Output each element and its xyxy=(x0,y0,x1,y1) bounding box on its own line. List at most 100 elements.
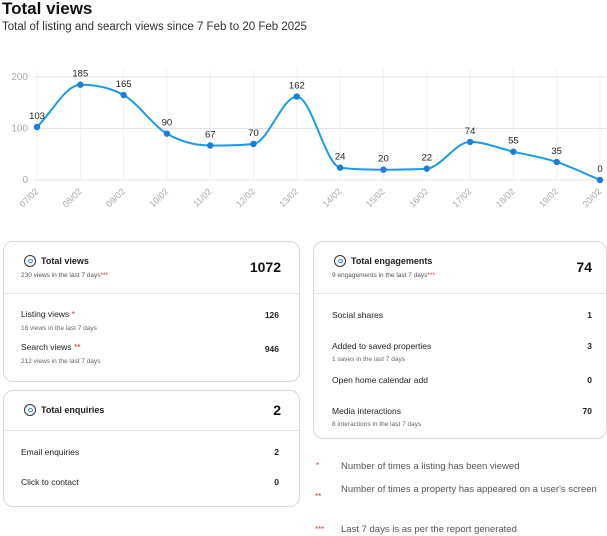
card-title: Total enquiries xyxy=(41,405,105,415)
card-total: 2 xyxy=(273,402,281,418)
card-total: 1072 xyxy=(249,259,281,275)
click-to-contact-value: 0 xyxy=(274,477,279,487)
calendar-add-value: 0 xyxy=(587,375,592,385)
search-views-sub: 212 views in the last 7 days xyxy=(21,358,101,365)
data-point xyxy=(250,140,257,148)
data-point xyxy=(380,166,387,173)
saved-properties-label: Added to saved properties xyxy=(332,341,432,351)
total-enquiries-card: Total enquiries 2 Email enquiries 2 Clic… xyxy=(3,390,300,507)
data-label: 70 xyxy=(248,128,259,139)
row-label-text: Search views xyxy=(21,342,72,352)
data-label: 24 xyxy=(335,152,346,163)
calendar-add-label: Open home calendar add xyxy=(332,375,428,385)
footnote-3-stars: *** xyxy=(315,525,325,534)
listing-views-value: 126 xyxy=(264,310,279,320)
data-point xyxy=(77,81,84,88)
email-enquiries-label: Email enquiries xyxy=(21,447,80,457)
x-tick-label: 12/02 xyxy=(234,186,257,209)
x-tick-label: 11/02 xyxy=(191,186,214,209)
card-title: Total engagements xyxy=(351,256,433,266)
chat-bubble-icon xyxy=(24,404,36,416)
media-interactions-label: Media interactions xyxy=(332,406,401,416)
stars: * xyxy=(71,309,75,319)
saved-properties-sub: 1 saves in the last 7 days xyxy=(332,356,405,363)
search-views-value: 946 xyxy=(264,344,279,354)
data-label: 185 xyxy=(72,69,88,80)
stars: ** xyxy=(73,342,81,352)
views-line-chart: 010020010307/0218508/0216509/029010/0267… xyxy=(11,69,607,209)
data-point xyxy=(207,142,214,149)
x-tick-label: 13/02 xyxy=(277,186,300,209)
y-tick-label: 100 xyxy=(11,124,28,135)
x-tick-label: 10/02 xyxy=(147,186,170,209)
data-point xyxy=(293,93,301,100)
data-point xyxy=(120,91,127,99)
data-label: 165 xyxy=(116,79,132,90)
saved-properties-value: 3 xyxy=(587,341,592,351)
social-shares-label: Social shares xyxy=(332,310,384,320)
card-header xyxy=(4,391,299,431)
media-interactions-sub: 8 interactions in the last 7 days xyxy=(332,421,422,428)
footnote-2-stars: ** xyxy=(315,492,322,501)
x-tick-label: 18/02 xyxy=(494,186,517,209)
total-views-card: Total views 230 views in the last 7 days… xyxy=(3,241,300,382)
footnote-2-text: Number of times a property has appeared … xyxy=(341,484,597,495)
footnote-1-text: Number of times a listing has been viewe… xyxy=(341,461,520,472)
data-label: 90 xyxy=(162,118,173,129)
data-label: 0 xyxy=(597,164,602,175)
data-label: 74 xyxy=(465,126,476,137)
data-label: 20 xyxy=(378,154,389,165)
x-tick-label: 19/02 xyxy=(537,186,560,209)
y-tick-label: 0 xyxy=(22,175,28,186)
x-tick-label: 16/02 xyxy=(407,186,430,209)
data-label: 67 xyxy=(205,129,216,140)
x-tick-label: 08/02 xyxy=(61,186,84,209)
x-tick-label: 15/02 xyxy=(364,186,387,209)
row-label-text: Listing views xyxy=(21,309,70,319)
data-label: 162 xyxy=(289,81,305,92)
y-tick-label: 200 xyxy=(11,72,28,83)
data-point xyxy=(163,130,171,137)
stars: *** xyxy=(100,272,109,279)
card-subtitle: 230 views in the last 7 days*** xyxy=(21,272,108,279)
social-shares-value: 1 xyxy=(587,310,592,320)
x-tick-label: 14/02 xyxy=(321,186,344,209)
series-line xyxy=(36,83,601,181)
total-engagements-card: Total engagements 9 engagements in the l… xyxy=(313,241,607,439)
card-total: 74 xyxy=(576,259,592,275)
data-label: 103 xyxy=(29,111,45,122)
data-point xyxy=(553,158,560,166)
card-subtitle-text: 230 views in the last 7 days xyxy=(21,272,101,279)
data-point xyxy=(336,164,344,171)
page-subtitle: Total of listing and search views since … xyxy=(2,21,307,33)
email-enquiries-value: 2 xyxy=(274,447,279,457)
data-point xyxy=(510,148,517,155)
page-title: Total views xyxy=(2,0,93,18)
stars: *** xyxy=(427,272,435,279)
card-title: Total views xyxy=(41,256,89,266)
search-views-label: Search views ** xyxy=(21,342,81,352)
x-tick-label: 20/02 xyxy=(580,186,603,209)
card-subtitle: 9 engagements in the last 7 days*** xyxy=(332,272,435,279)
x-tick-label: 07/02 xyxy=(17,186,40,209)
card-header xyxy=(4,242,299,294)
click-to-contact-label: Click to contact xyxy=(21,477,79,487)
footnote-1-stars: * xyxy=(316,461,320,470)
card-header xyxy=(314,242,606,294)
footnote-3-text: Last 7 days is as per the report generat… xyxy=(341,524,517,535)
data-point xyxy=(596,176,604,184)
x-tick-label: 17/02 xyxy=(450,186,473,209)
data-label: 55 xyxy=(508,136,519,147)
eye-icon xyxy=(24,255,36,267)
engagement-icon xyxy=(334,255,346,267)
data-point xyxy=(33,123,41,131)
data-label: 35 xyxy=(551,146,562,157)
data-label: 22 xyxy=(421,153,432,164)
listing-views-sub: 18 views in the last 7 days xyxy=(21,325,97,332)
data-point xyxy=(466,138,474,146)
listing-views-label: Listing views * xyxy=(21,309,75,319)
x-tick-label: 09/02 xyxy=(104,186,127,209)
media-interactions-value: 70 xyxy=(582,406,592,416)
card-subtitle-text: 9 engagements in the last 7 days xyxy=(332,272,428,279)
data-point xyxy=(423,165,430,172)
